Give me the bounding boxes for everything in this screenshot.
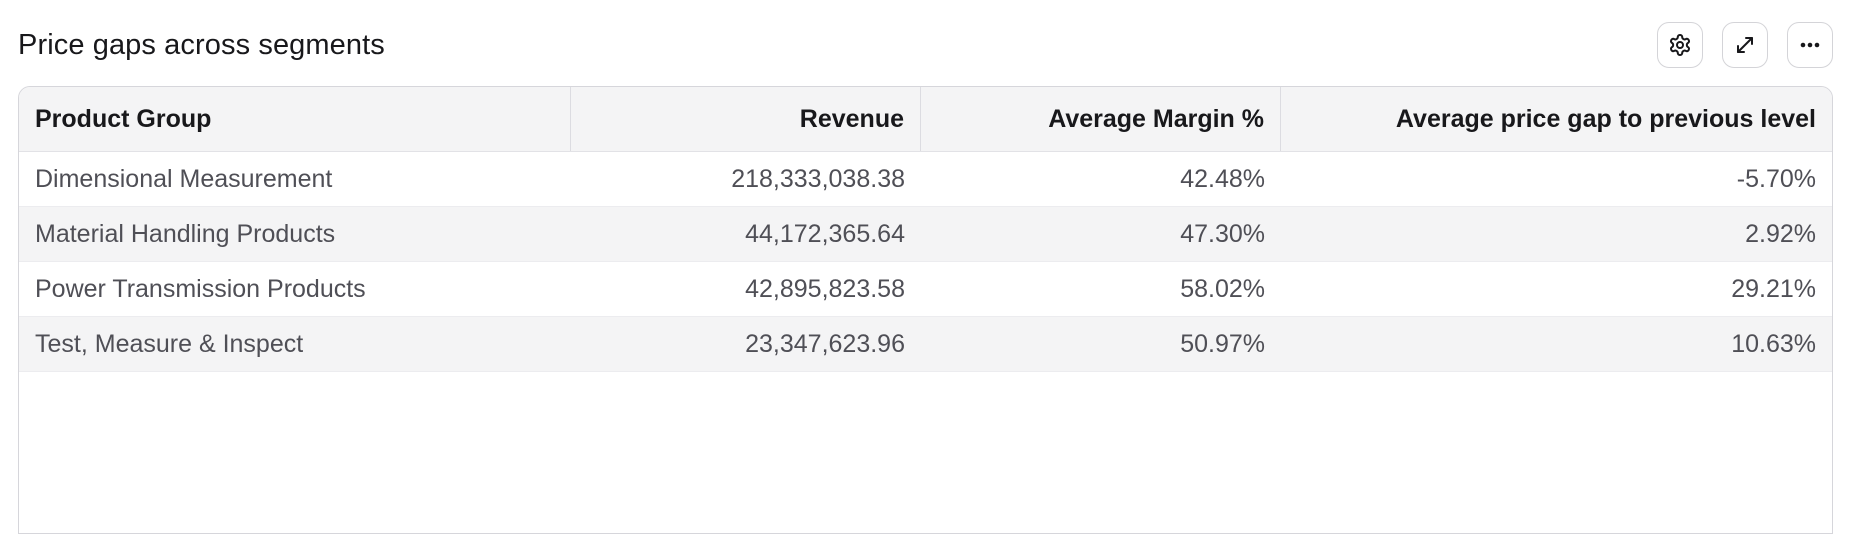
page-title: Price gaps across segments xyxy=(18,28,385,61)
column-header-average-price-gap[interactable]: Average price gap to previous level xyxy=(1395,104,1816,133)
table-row[interactable]: Test, Measure & Inspect 23,347,623.96 50… xyxy=(19,317,1832,372)
settings-button[interactable] xyxy=(1657,22,1703,68)
cell-revenue: 23,347,623.96 xyxy=(745,329,905,358)
cell-product-group: Material Handling Products xyxy=(35,219,336,248)
column-header-revenue[interactable]: Revenue xyxy=(571,87,921,151)
cell-product-group: Power Transmission Products xyxy=(35,274,366,303)
cell-average-price-gap: -5.70% xyxy=(1736,164,1816,193)
cell-revenue: 44,172,365.64 xyxy=(745,219,905,248)
cell-revenue: 42,895,823.58 xyxy=(745,274,905,303)
expand-button[interactable] xyxy=(1722,22,1768,68)
cell-average-margin: 50.97% xyxy=(1180,329,1265,358)
column-header-product-group[interactable]: Product Group xyxy=(19,87,571,151)
table-empty-area xyxy=(19,372,1832,533)
cell-average-margin: 58.02% xyxy=(1180,274,1265,303)
cell-average-price-gap: 2.92% xyxy=(1745,219,1816,248)
price-gaps-table: Product Group Revenue Average Margin % A… xyxy=(18,86,1833,534)
cell-product-group: Test, Measure & Inspect xyxy=(35,329,304,358)
cell-average-margin: 42.48% xyxy=(1180,164,1265,193)
cell-revenue: 218,333,038.38 xyxy=(731,164,905,193)
cell-product-group: Dimensional Measurement xyxy=(35,164,333,193)
cell-average-price-gap: 10.63% xyxy=(1731,329,1816,358)
table-row[interactable]: Power Transmission Products 42,895,823.5… xyxy=(19,262,1832,317)
cell-average-margin: 47.30% xyxy=(1180,219,1265,248)
cell-average-price-gap: 29.21% xyxy=(1731,274,1816,303)
table-header-row: Product Group Revenue Average Margin % A… xyxy=(19,87,1832,152)
table-row[interactable]: Material Handling Products 44,172,365.64… xyxy=(19,207,1832,262)
more-button[interactable] xyxy=(1787,22,1833,68)
widget-topbar: Price gaps across segments xyxy=(18,20,1833,70)
table-row[interactable]: Dimensional Measurement 218,333,038.38 4… xyxy=(19,152,1832,207)
diagonal-expand-icon xyxy=(1733,33,1757,57)
ellipsis-icon xyxy=(1798,33,1822,57)
widget-toolbar xyxy=(1657,22,1833,68)
column-header-average-margin[interactable]: Average Margin % xyxy=(921,87,1281,151)
gear-icon xyxy=(1668,33,1692,57)
